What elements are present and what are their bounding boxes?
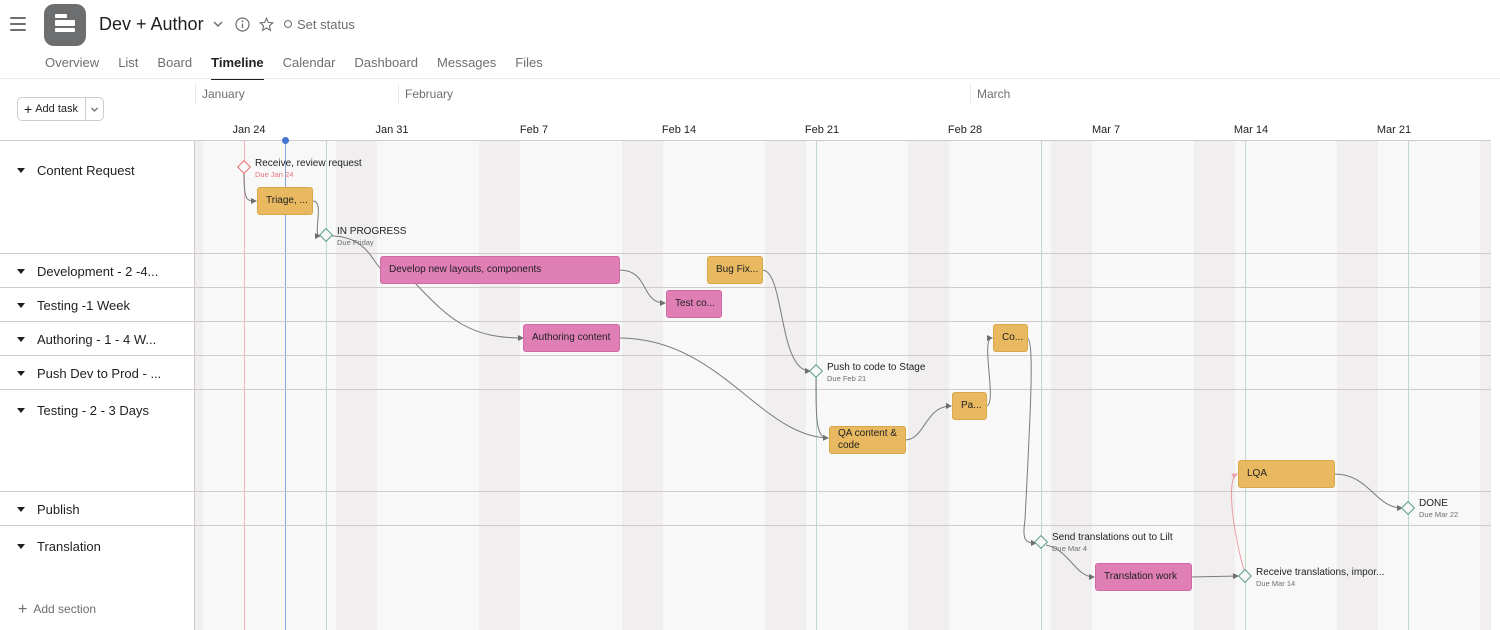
task-bar-qa[interactable]: QA content & code — [829, 426, 906, 454]
task-bar-pa[interactable]: Pa... — [952, 392, 987, 420]
tab-timeline[interactable]: Timeline — [211, 55, 264, 80]
tab-dashboard[interactable]: Dashboard — [354, 55, 419, 70]
month-divider — [970, 84, 971, 104]
add-task-dropdown[interactable] — [86, 98, 103, 120]
day-label: Jan 31 — [375, 124, 409, 136]
chevron-down-icon[interactable] — [212, 17, 224, 33]
tab-overview[interactable]: Overview — [45, 55, 100, 70]
caret-down-icon[interactable] — [17, 544, 25, 549]
section-development[interactable]: Development - 2 -4... — [17, 264, 158, 279]
task-bar-lqa[interactable]: LQA — [1238, 460, 1335, 488]
day-label: Feb 7 — [519, 124, 549, 136]
status-circle-icon — [284, 20, 292, 28]
month-label-march: March — [977, 87, 1011, 101]
section-testing-2-3-days[interactable]: Testing - 2 - 3 Days — [17, 403, 149, 418]
star-icon[interactable] — [258, 16, 275, 35]
tab-calendar[interactable]: Calendar — [282, 55, 336, 70]
task-bar-develop[interactable]: Develop new layouts, components — [380, 256, 620, 284]
month-divider — [398, 84, 399, 104]
section-divider — [0, 491, 1491, 492]
day-label: Feb 28 — [947, 124, 983, 136]
milestone-send-translations[interactable]: Send translations out to Lilt Due Mar 4 — [1052, 532, 1173, 553]
timeline-grid[interactable] — [195, 140, 1491, 630]
month-label-january: January — [202, 87, 245, 101]
milestone-line — [1245, 141, 1246, 630]
section-translation[interactable]: Translation — [17, 539, 101, 554]
day-label: Feb 21 — [804, 124, 840, 136]
section-divider — [0, 525, 1491, 526]
section-authoring[interactable]: Authoring - 1 - 4 W... — [17, 332, 156, 347]
task-bar-authoring[interactable]: Authoring content — [523, 324, 620, 352]
weekend-shade — [1337, 141, 1378, 630]
milestone-done[interactable]: DONE Due Mar 22 — [1419, 498, 1459, 519]
month-label-february: February — [405, 87, 454, 101]
caret-down-icon[interactable] — [17, 303, 25, 308]
weekend-shade — [908, 141, 949, 630]
milestone-receive-review[interactable]: Receive, review request Due Jan 24 — [255, 158, 362, 179]
project-tabs: Overview List Board Timeline Calendar Da… — [45, 55, 562, 80]
section-testing-1-week[interactable]: Testing -1 Week — [17, 298, 130, 313]
day-label: Jan 24 — [232, 124, 266, 136]
tab-messages[interactable]: Messages — [437, 55, 497, 70]
weekend-shade — [1480, 141, 1491, 630]
header-divider — [0, 78, 1500, 79]
task-bar-translation-work[interactable]: Translation work — [1095, 563, 1192, 591]
set-status-button[interactable]: Set status — [284, 17, 355, 32]
milestone-line — [1408, 141, 1409, 630]
weekend-shade — [336, 141, 377, 630]
today-line — [285, 141, 286, 630]
tab-board[interactable]: Board — [157, 55, 193, 70]
month-divider — [195, 84, 196, 104]
caret-down-icon[interactable] — [17, 408, 25, 413]
task-bar-test-code[interactable]: Test co... — [666, 290, 722, 318]
section-divider — [0, 389, 1491, 390]
weekend-shade — [195, 141, 203, 630]
section-divider — [0, 253, 1491, 254]
overdue-date-line — [244, 141, 245, 630]
plus-icon: + — [24, 101, 33, 117]
weekend-shade — [765, 141, 806, 630]
section-content-request[interactable]: Content Request — [17, 163, 135, 178]
section-push-dev-to-prod[interactable]: Push Dev to Prod - ... — [17, 366, 161, 381]
caret-down-icon[interactable] — [17, 337, 25, 342]
hamburger-icon[interactable] — [10, 17, 26, 31]
section-publish[interactable]: Publish — [17, 502, 80, 517]
milestone-in-progress[interactable]: IN PROGRESS Due Friday — [337, 226, 407, 247]
weekend-shade — [479, 141, 520, 630]
chevron-down-icon — [91, 107, 98, 112]
day-label: Mar 14 — [1233, 124, 1269, 136]
caret-down-icon[interactable] — [17, 507, 25, 512]
sections-panel — [0, 140, 195, 630]
milestone-push-to-stage[interactable]: Push to code to Stage Due Feb 21 — [827, 362, 926, 383]
tab-files[interactable]: Files — [515, 55, 543, 70]
task-bar-triage[interactable]: Triage, ... — [257, 187, 313, 215]
project-title: Dev + Author — [99, 14, 204, 34]
add-task-button[interactable]: + Add task — [18, 98, 86, 120]
task-bar-bug-fix[interactable]: Bug Fix... — [707, 256, 763, 284]
section-divider — [0, 321, 1491, 322]
task-bar-co[interactable]: Co... — [993, 324, 1028, 352]
day-label: Mar 21 — [1376, 124, 1412, 136]
day-label: Mar 7 — [1091, 124, 1121, 136]
caret-down-icon[interactable] — [17, 269, 25, 274]
weekend-shade — [622, 141, 663, 630]
day-label: Feb 14 — [661, 124, 697, 136]
add-section-button[interactable]: + Add section — [18, 601, 97, 618]
add-task-button-group: + Add task — [17, 97, 104, 121]
project-icon — [44, 4, 86, 46]
milestone-receive-translations[interactable]: Receive translations, impor... Due Mar 14 — [1256, 567, 1385, 588]
plus-icon: + — [18, 601, 28, 618]
tab-list[interactable]: List — [118, 55, 139, 70]
info-icon[interactable] — [235, 17, 250, 35]
milestone-line — [816, 141, 817, 630]
section-divider — [0, 287, 1491, 288]
today-marker — [282, 137, 289, 144]
section-divider — [0, 355, 1491, 356]
weekend-shade — [1194, 141, 1235, 630]
milestone-line — [326, 141, 327, 630]
milestone-line — [1041, 141, 1042, 630]
weekend-shade — [1051, 141, 1092, 630]
caret-down-icon[interactable] — [17, 168, 25, 173]
caret-down-icon[interactable] — [17, 371, 25, 376]
